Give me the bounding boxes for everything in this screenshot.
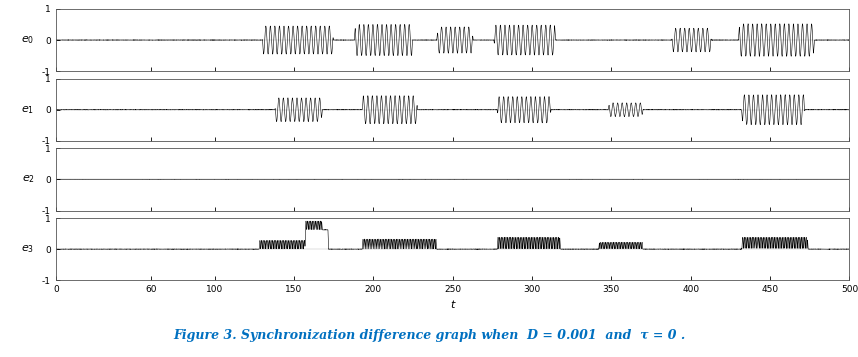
Y-axis label: $e_0$: $e_0$ bbox=[21, 34, 34, 46]
X-axis label: t: t bbox=[450, 300, 455, 310]
Y-axis label: $e_2$: $e_2$ bbox=[21, 174, 34, 185]
Text: Figure 3. Synchronization difference graph when  D = 0.001  and  τ = 0 .: Figure 3. Synchronization difference gra… bbox=[172, 329, 686, 342]
Y-axis label: $e_3$: $e_3$ bbox=[21, 243, 34, 255]
Y-axis label: $e_1$: $e_1$ bbox=[21, 104, 34, 116]
